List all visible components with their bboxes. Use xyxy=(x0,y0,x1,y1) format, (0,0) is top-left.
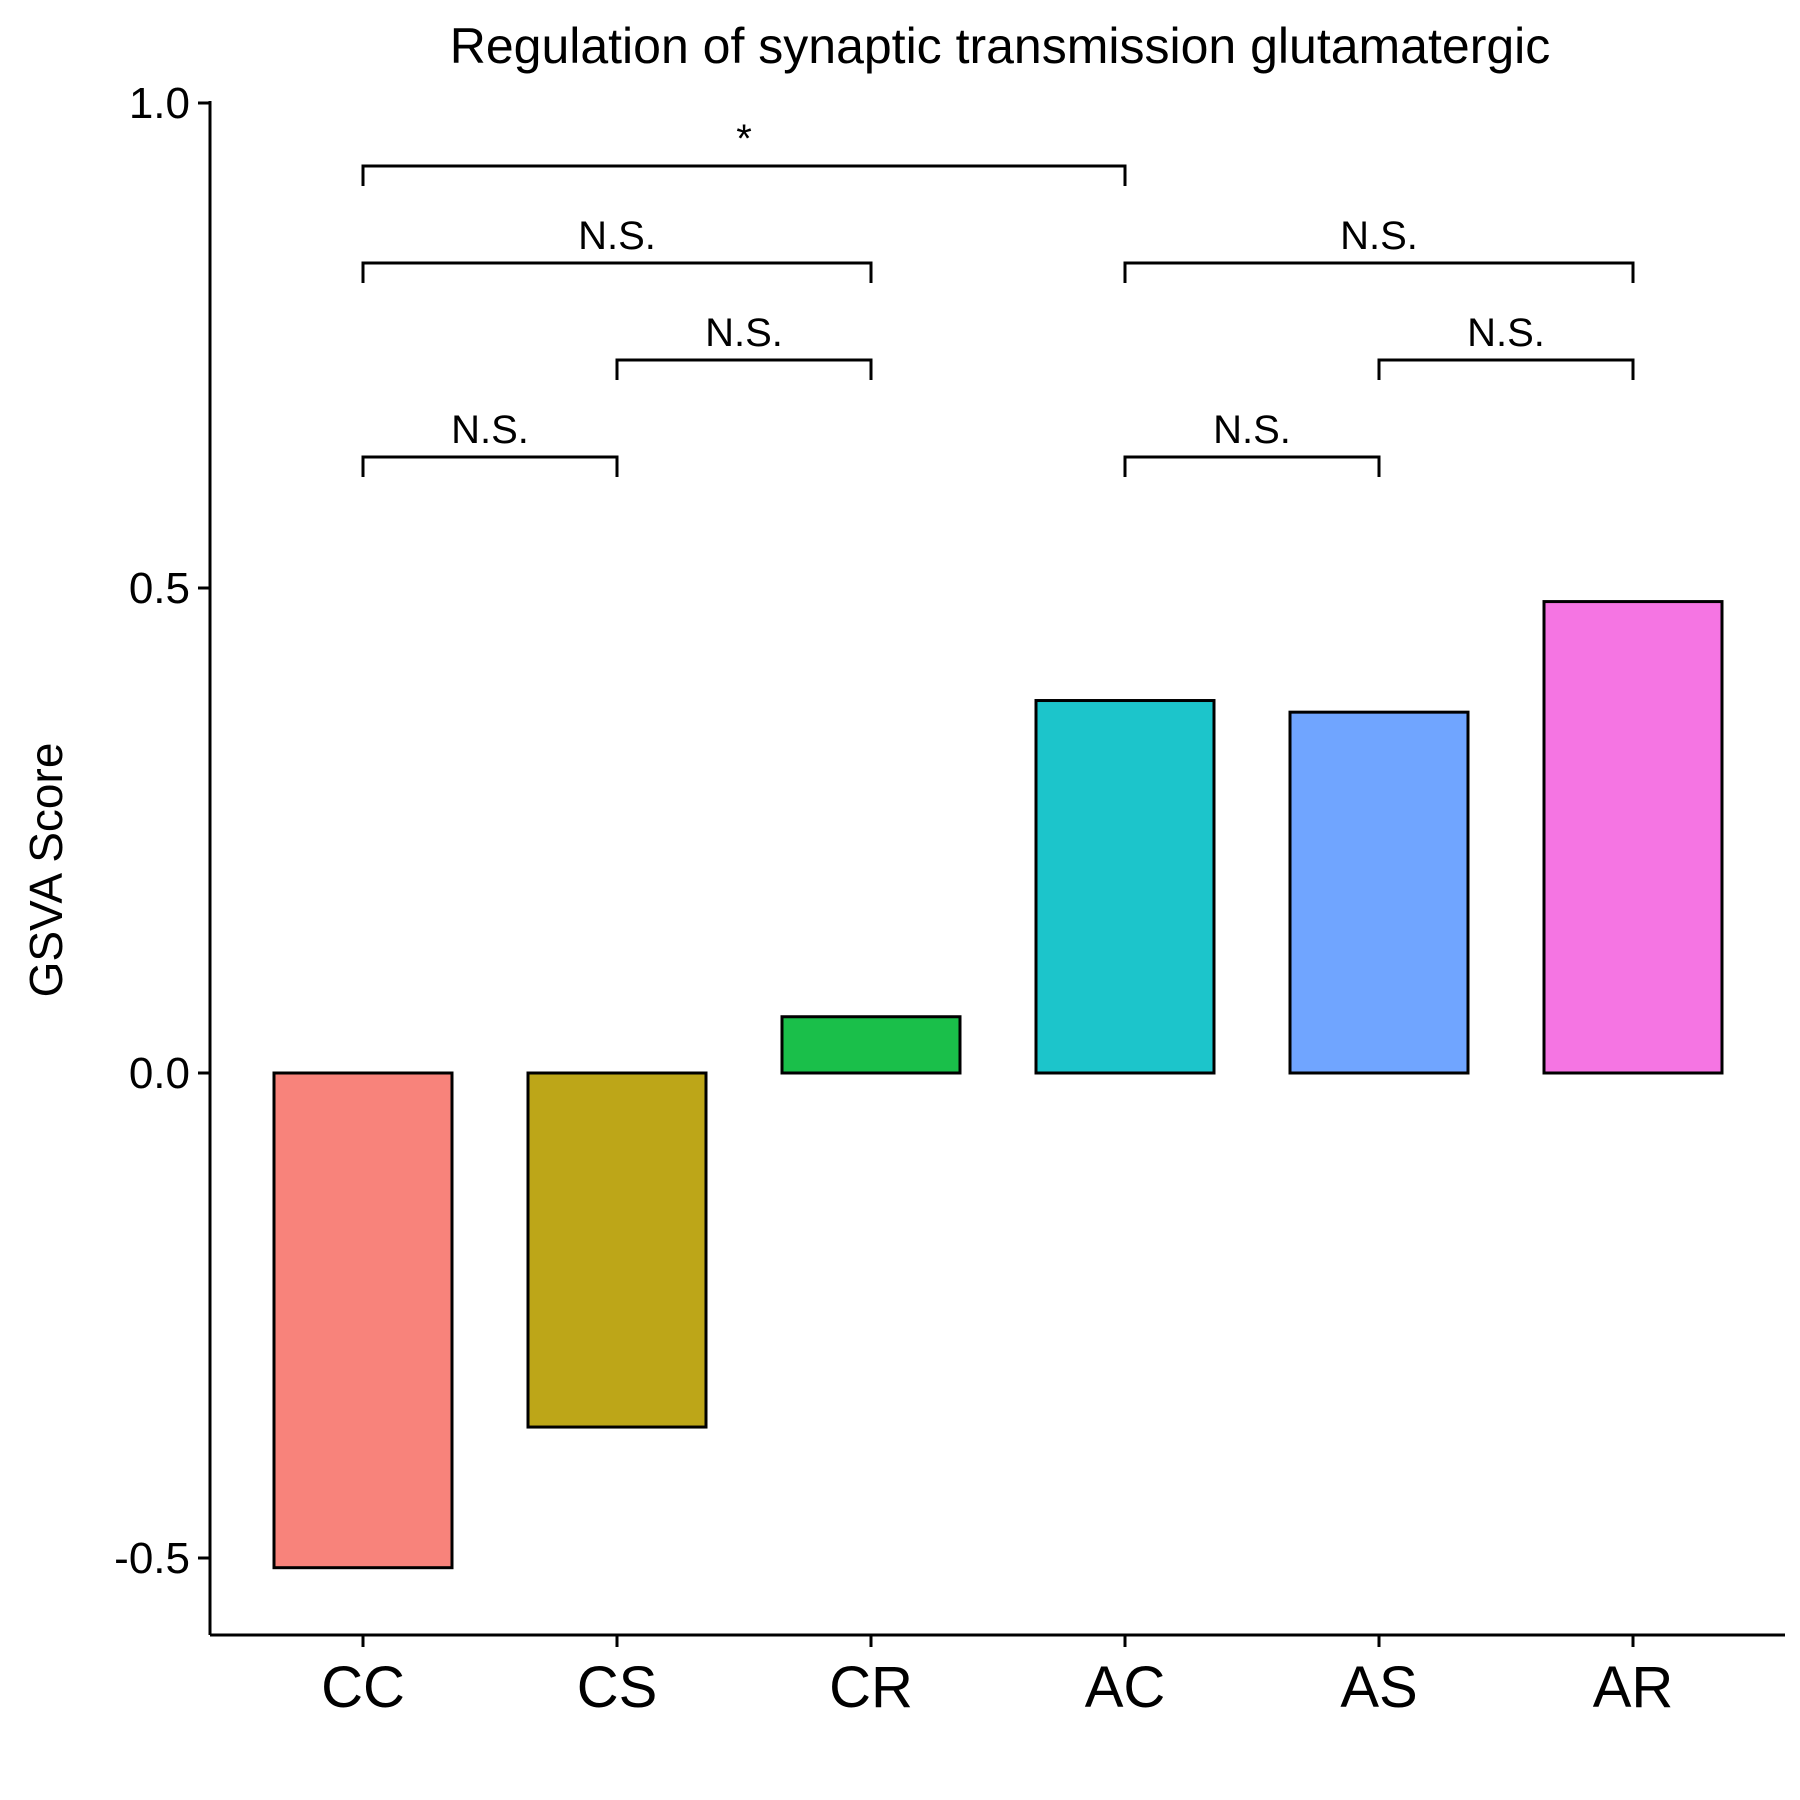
bar-ac xyxy=(1034,699,1216,1075)
x-tick-label: AC xyxy=(1085,1655,1166,1720)
significance-label: N.S. xyxy=(1340,214,1418,258)
bar-cc xyxy=(272,1071,454,1570)
y-tick-label: -0.5 xyxy=(114,1534,190,1583)
significance-bracket xyxy=(361,455,619,478)
significance-bracket xyxy=(615,358,873,381)
y-tick-label: 0.5 xyxy=(129,564,190,613)
bar-as xyxy=(1288,710,1470,1075)
y-tick-label: 1.0 xyxy=(129,79,190,128)
bar-ar xyxy=(1542,600,1724,1075)
bar-cr xyxy=(780,1015,962,1075)
significance-bracket xyxy=(361,261,873,284)
bar-cs xyxy=(526,1071,708,1429)
significance-bracket xyxy=(1377,358,1635,381)
significance-label: N.S. xyxy=(1467,311,1545,355)
significance-label: N.S. xyxy=(1213,408,1291,452)
x-tick-label: CS xyxy=(577,1655,658,1720)
x-tick-label: AS xyxy=(1340,1655,1417,1720)
y-axis-label: GSVA Score xyxy=(20,743,72,998)
plot-area: -0.5 0.0 0.5 1.0 CC CS CR AC AS AR N.S. N.S. N.S. * N.… xyxy=(114,79,1785,1720)
x-tick-label: CR xyxy=(829,1655,913,1720)
x-tick-label: CC xyxy=(321,1655,405,1720)
significance-label: N.S. xyxy=(451,408,529,452)
significance-bracket xyxy=(1123,261,1635,284)
significance-bracket xyxy=(1123,455,1381,478)
significance-label: * xyxy=(736,117,752,161)
y-tick-label: 0.0 xyxy=(129,1049,190,1098)
significance-label: N.S. xyxy=(705,311,783,355)
chart-title: Regulation of synaptic transmission glut… xyxy=(450,18,1551,74)
significance-bracket xyxy=(361,164,1127,187)
significance-label: N.S. xyxy=(578,214,656,258)
x-tick-label: AR xyxy=(1593,1655,1674,1720)
